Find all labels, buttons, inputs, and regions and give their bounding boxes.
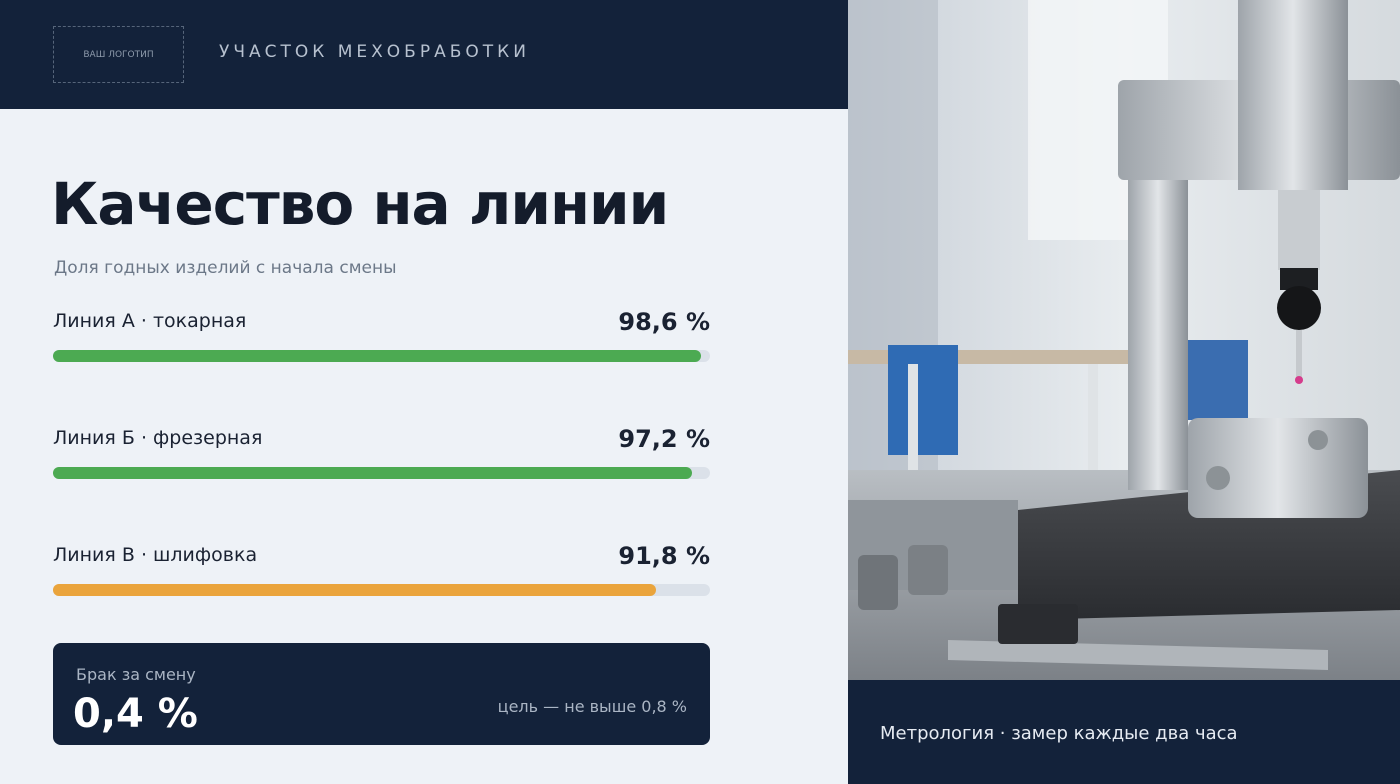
photo-caption-box: Метрология · замер каждые два часа [848, 680, 1400, 784]
defect-target: цель — не выше 0,8 % [497, 697, 687, 716]
line-label: Линия А · токарная [53, 310, 247, 332]
progress-bar [53, 467, 692, 479]
progress-track [53, 584, 710, 596]
photo [848, 0, 1400, 680]
line-value: 97,2 % [618, 425, 710, 453]
line-value: 98,6 % [618, 308, 710, 336]
line-row: Линия Б · фрезерная 97,2 % [53, 425, 710, 487]
header: ВАШ ЛОГОТИП УЧАСТОК МЕХОБРАБОТКИ [0, 0, 848, 109]
photo-caption: Метрология · замер каждые два часа [880, 723, 1238, 744]
line-label: Линия Б · фрезерная [53, 427, 263, 449]
line-row: Линия А · токарная 98,6 % [53, 308, 710, 370]
progress-bar [53, 350, 701, 362]
line-row: Линия В · шлифовка 91,8 % [53, 542, 710, 604]
logo-placeholder: ВАШ ЛОГОТИП [53, 26, 184, 83]
line-label: Линия В · шлифовка [53, 544, 258, 566]
progress-bar [53, 584, 657, 596]
progress-track [53, 350, 710, 362]
progress-track [53, 467, 710, 479]
left-panel: ВАШ ЛОГОТИП УЧАСТОК МЕХОБРАБОТКИ Качеств… [0, 0, 848, 745]
defect-label: Брак за смену [76, 665, 196, 684]
defect-value: 0,4 % [73, 691, 198, 737]
line-value: 91,8 % [618, 542, 710, 570]
main-title: Качество на линии [51, 170, 669, 238]
subtitle: Доля годных изделий с начала смены [54, 258, 397, 278]
defect-card: Брак за смену 0,4 % цель — не выше 0,8 % [53, 643, 710, 745]
header-title: УЧАСТОК МЕХОБРАБОТКИ [219, 42, 530, 62]
